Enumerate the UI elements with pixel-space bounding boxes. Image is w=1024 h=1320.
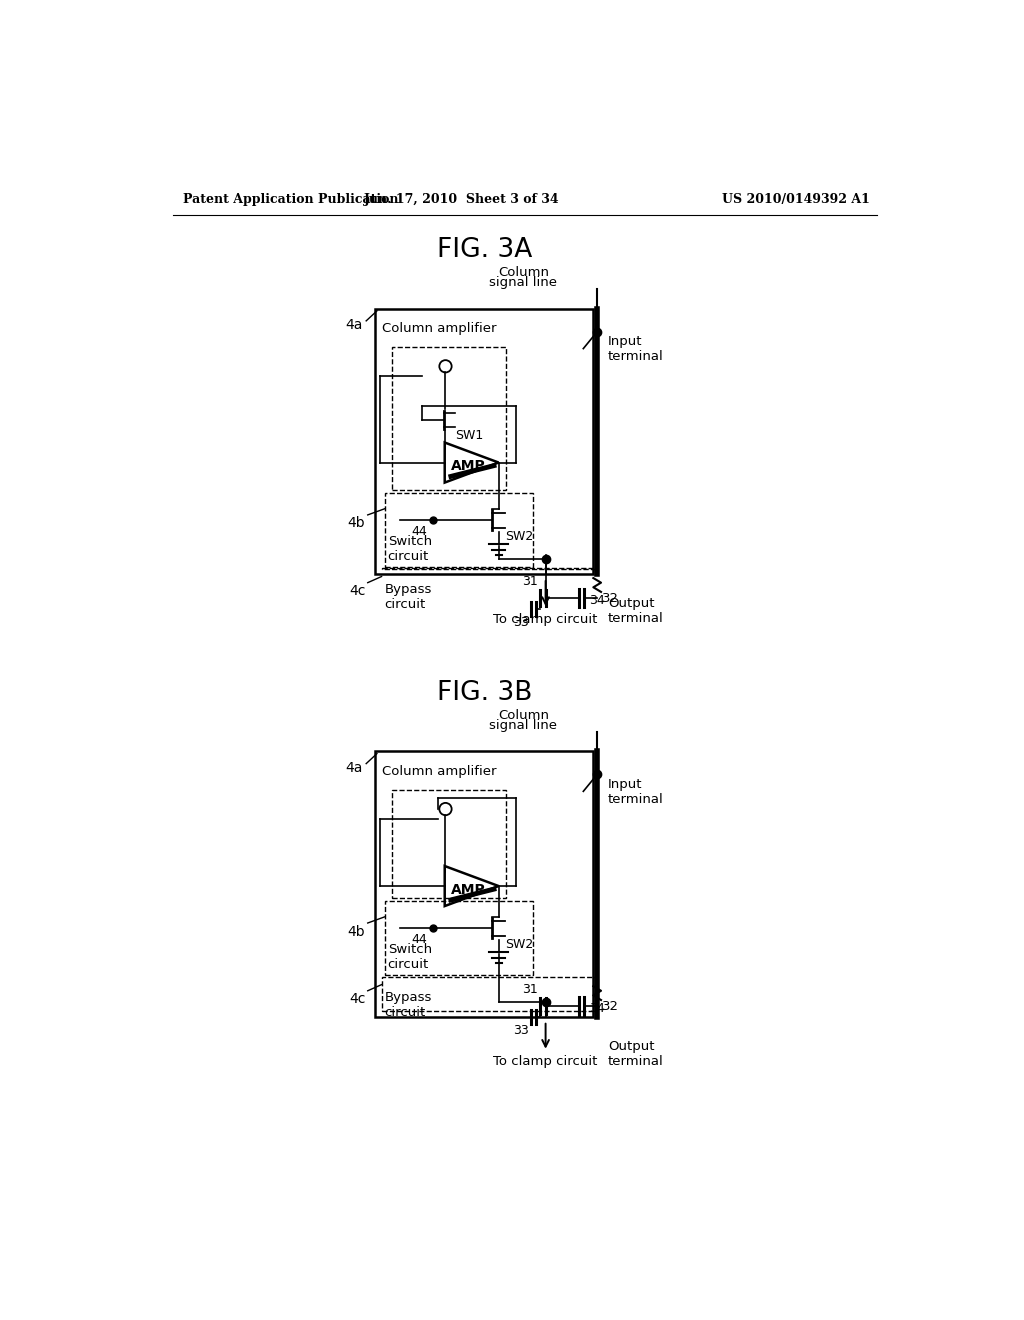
Text: SW2: SW2: [506, 939, 534, 952]
Text: AMP: AMP: [452, 459, 486, 474]
Text: Switch
circuit: Switch circuit: [388, 942, 432, 970]
Text: 33: 33: [513, 615, 528, 628]
Text: Column: Column: [498, 709, 549, 722]
Text: signal line: signal line: [489, 719, 557, 733]
Text: Column amplifier: Column amplifier: [382, 766, 496, 779]
Text: 4c: 4c: [349, 993, 366, 1006]
Text: Column amplifier: Column amplifier: [382, 322, 496, 335]
Text: To clamp circuit: To clamp circuit: [494, 612, 598, 626]
Text: 4a: 4a: [346, 760, 364, 775]
Text: Bypass
circuit: Bypass circuit: [385, 991, 432, 1019]
Bar: [392, 347, 506, 490]
Text: Input
terminal: Input terminal: [608, 779, 664, 807]
Text: FIG. 3B: FIG. 3B: [437, 680, 532, 706]
Text: SW1: SW1: [456, 429, 483, 442]
Text: 4c: 4c: [349, 585, 366, 598]
Text: 33: 33: [513, 1024, 528, 1038]
Text: AMP: AMP: [452, 883, 486, 896]
Text: 31: 31: [522, 983, 538, 997]
Text: Patent Application Publication: Patent Application Publication: [183, 193, 398, 206]
Bar: [382, 977, 595, 1011]
Text: 4b: 4b: [348, 516, 366, 531]
Text: Output
terminal: Output terminal: [608, 1040, 664, 1068]
Bar: [376, 751, 593, 1016]
Text: SW2: SW2: [506, 531, 534, 544]
Text: 34: 34: [590, 1002, 605, 1015]
Text: US 2010/0149392 A1: US 2010/0149392 A1: [722, 193, 869, 206]
Bar: [376, 309, 593, 574]
Bar: [392, 789, 506, 898]
Bar: [385, 902, 534, 974]
Text: 44: 44: [412, 933, 427, 946]
Text: signal line: signal line: [489, 276, 557, 289]
Text: 32: 32: [602, 591, 618, 605]
Text: Column: Column: [498, 267, 549, 280]
Text: 34: 34: [590, 594, 605, 607]
Text: Jun. 17, 2010  Sheet 3 of 34: Jun. 17, 2010 Sheet 3 of 34: [364, 193, 559, 206]
Text: 44: 44: [412, 525, 427, 539]
Text: 4b: 4b: [348, 924, 366, 939]
Text: Switch
circuit: Switch circuit: [388, 535, 432, 562]
Text: Input
terminal: Input terminal: [608, 335, 664, 363]
Text: Output
terminal: Output terminal: [608, 598, 664, 626]
Text: Bypass
circuit: Bypass circuit: [385, 582, 432, 611]
Text: 31: 31: [522, 576, 538, 589]
Bar: [385, 494, 534, 566]
Text: To clamp circuit: To clamp circuit: [494, 1056, 598, 1068]
Text: 32: 32: [602, 1001, 618, 1012]
Text: 4a: 4a: [346, 318, 364, 331]
Text: FIG. 3A: FIG. 3A: [437, 238, 532, 263]
